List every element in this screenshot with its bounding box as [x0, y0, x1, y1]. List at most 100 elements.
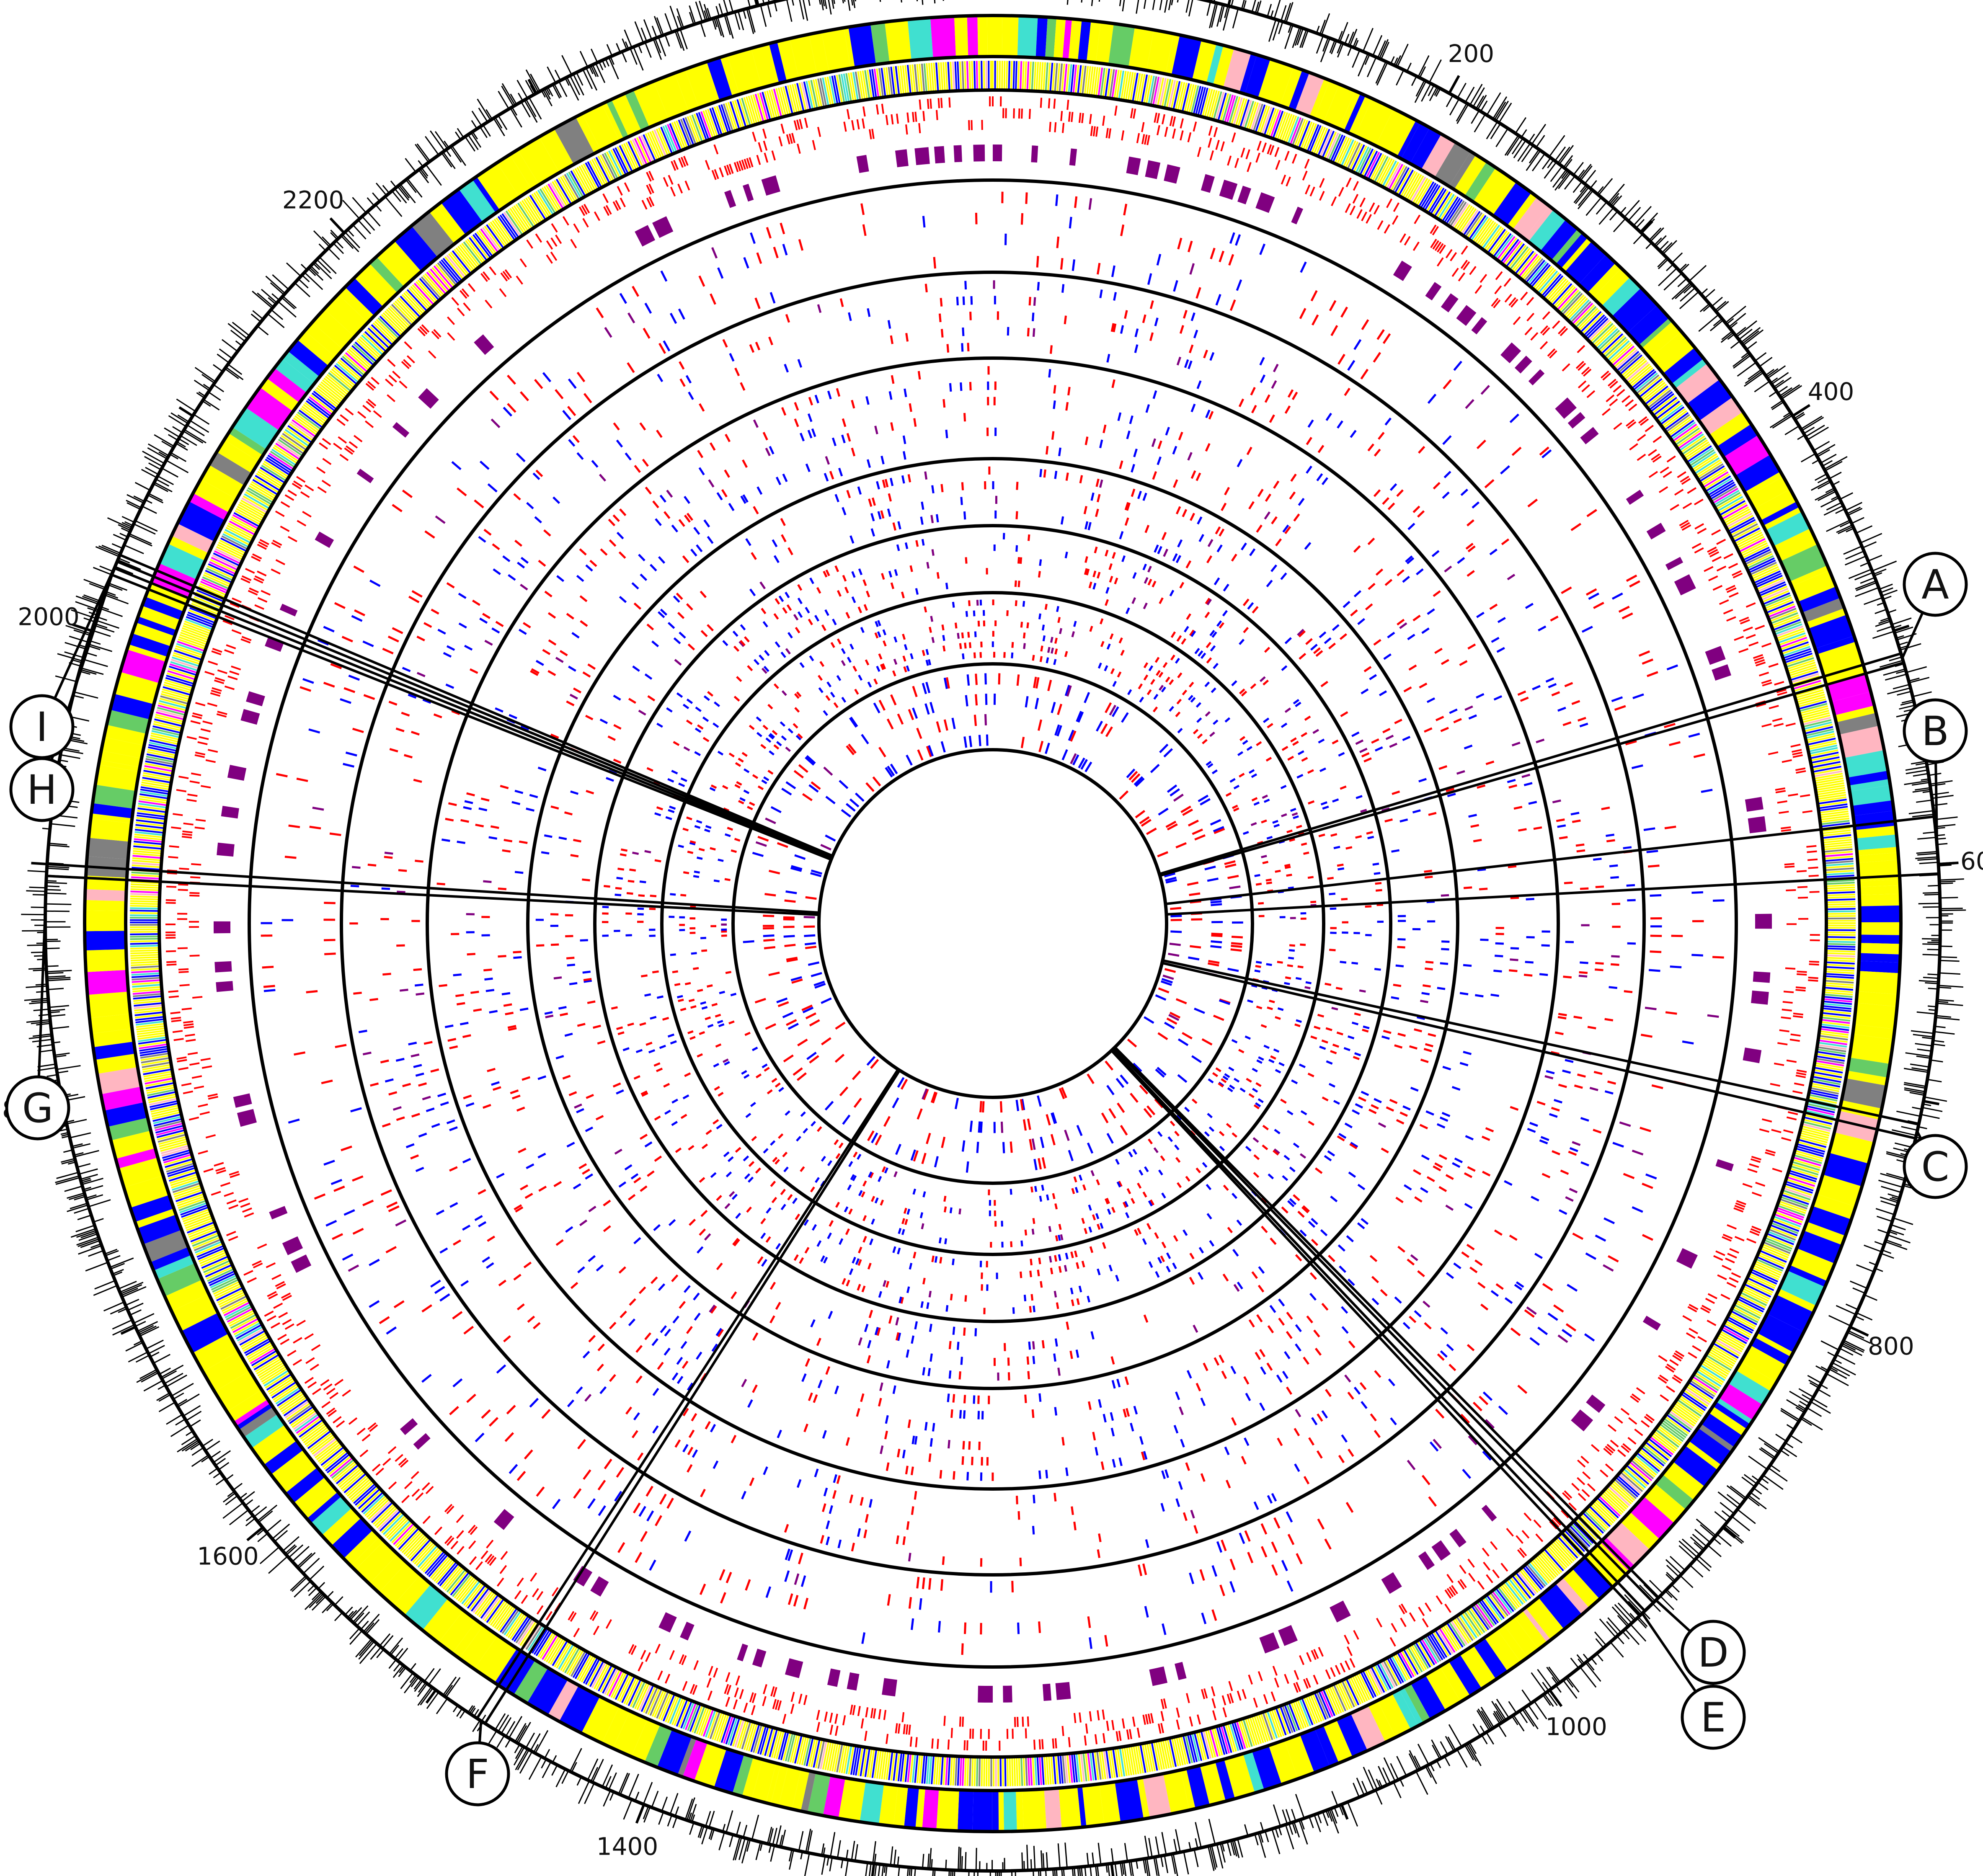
category-stripe — [606, 151, 621, 178]
gene-tick — [1725, 1524, 1740, 1537]
gene-tick — [1663, 273, 1683, 291]
gene-tick — [1640, 212, 1658, 232]
category-stripe — [286, 427, 311, 446]
gene-tick — [21, 913, 46, 916]
category-stripe — [895, 1752, 900, 1781]
gene-tick — [1885, 1241, 1908, 1250]
category-stripe — [238, 503, 265, 520]
category-stripe — [803, 1737, 812, 1766]
category-segment — [907, 18, 933, 61]
category-stripe — [361, 334, 384, 356]
category-segment — [792, 1769, 810, 1811]
category-segment — [188, 493, 230, 521]
category-stripe — [159, 700, 188, 710]
category-segment — [1699, 397, 1743, 435]
category-stripe — [457, 1577, 477, 1602]
category-stripe — [1444, 1623, 1461, 1649]
category-stripe — [1702, 1360, 1728, 1377]
category-segment — [311, 1496, 352, 1535]
gene-tick — [1110, 1848, 1114, 1863]
category-stripe — [131, 965, 160, 969]
category-stripe — [1082, 1752, 1087, 1782]
category-stripe — [223, 531, 250, 546]
category-stripe — [1433, 191, 1451, 217]
category-stripe — [211, 1276, 238, 1291]
gene-tick — [525, 80, 534, 95]
category-segment — [233, 1399, 271, 1426]
category-stripe — [1707, 1352, 1733, 1369]
category-stripe — [209, 561, 237, 575]
gene-tick — [1585, 1662, 1601, 1682]
gene-tick — [710, 1829, 715, 1840]
gene-tick — [1495, 101, 1509, 121]
category-stripe — [1643, 384, 1667, 403]
gene-tick — [608, 57, 619, 80]
category-segment — [1844, 750, 1888, 778]
gene-tick — [1074, 1867, 1076, 1876]
gene-tick — [172, 426, 183, 434]
gene-tick — [1845, 502, 1862, 511]
category-stripe — [1651, 395, 1676, 414]
category-segment — [1593, 268, 1631, 306]
gene-tick — [1924, 1096, 1947, 1102]
category-stripe — [531, 194, 549, 219]
category-stripe — [145, 758, 175, 766]
category-stripe — [203, 574, 231, 588]
category-stripe — [1645, 1441, 1669, 1461]
category-segment — [1858, 961, 1900, 973]
category-stripe — [490, 221, 509, 247]
category-stripe — [1143, 75, 1150, 104]
category-segment — [303, 1488, 338, 1519]
category-segment — [1215, 1759, 1235, 1801]
category-stripe — [1330, 1685, 1344, 1713]
category-stripe — [1818, 803, 1848, 809]
gene-tick — [1624, 1594, 1643, 1614]
category-segment — [1757, 1313, 1804, 1352]
gene-tick — [145, 467, 159, 475]
gene-tick — [425, 164, 442, 186]
category-stripe — [1785, 657, 1814, 668]
category-stripe — [361, 1492, 384, 1513]
gene-tick — [1395, 55, 1402, 67]
category-stripe — [1700, 467, 1726, 485]
category-stripe — [1285, 115, 1297, 144]
category-stripe — [417, 279, 438, 303]
category-segment — [124, 1175, 169, 1208]
category-stripe — [144, 765, 173, 772]
category-segment — [393, 1574, 431, 1615]
gene-tick — [1624, 1628, 1640, 1645]
category-stripe — [1277, 1706, 1289, 1735]
gene-tick — [653, 39, 662, 60]
category-stripe — [543, 186, 560, 212]
category-stripe — [1299, 1698, 1312, 1726]
category-stripe — [1598, 1495, 1621, 1517]
gene-tick — [1042, 1853, 1045, 1870]
gene-tick — [1595, 1638, 1604, 1649]
category-stripe — [287, 1404, 313, 1422]
category-stripe — [1093, 67, 1098, 96]
category-segment — [104, 1102, 148, 1127]
category-stripe — [207, 565, 235, 579]
gene-tick — [520, 101, 531, 118]
category-stripe — [135, 1016, 165, 1021]
gene-tick — [1905, 766, 1927, 771]
category-segment — [1808, 614, 1854, 649]
category-stripe — [755, 1724, 765, 1754]
category-stripe — [1260, 1712, 1271, 1741]
category-stripe — [1345, 141, 1359, 169]
category-stripe — [337, 361, 361, 382]
category-stripe — [1777, 632, 1806, 644]
category-stripe — [1736, 534, 1764, 549]
category-stripe — [617, 146, 631, 173]
gene-tick — [1448, 1724, 1462, 1747]
category-stripe — [1114, 1748, 1121, 1777]
gene-tick — [127, 1303, 144, 1311]
gene-tick — [717, 17, 725, 38]
category-segment — [1792, 570, 1836, 602]
category-stripe — [364, 1495, 387, 1517]
red-feature — [1068, 1737, 1071, 1747]
gene-tick — [1285, 2, 1294, 23]
gene-tick — [703, 4, 710, 20]
category-stripe — [1804, 1114, 1833, 1123]
category-segment — [766, 1763, 781, 1804]
